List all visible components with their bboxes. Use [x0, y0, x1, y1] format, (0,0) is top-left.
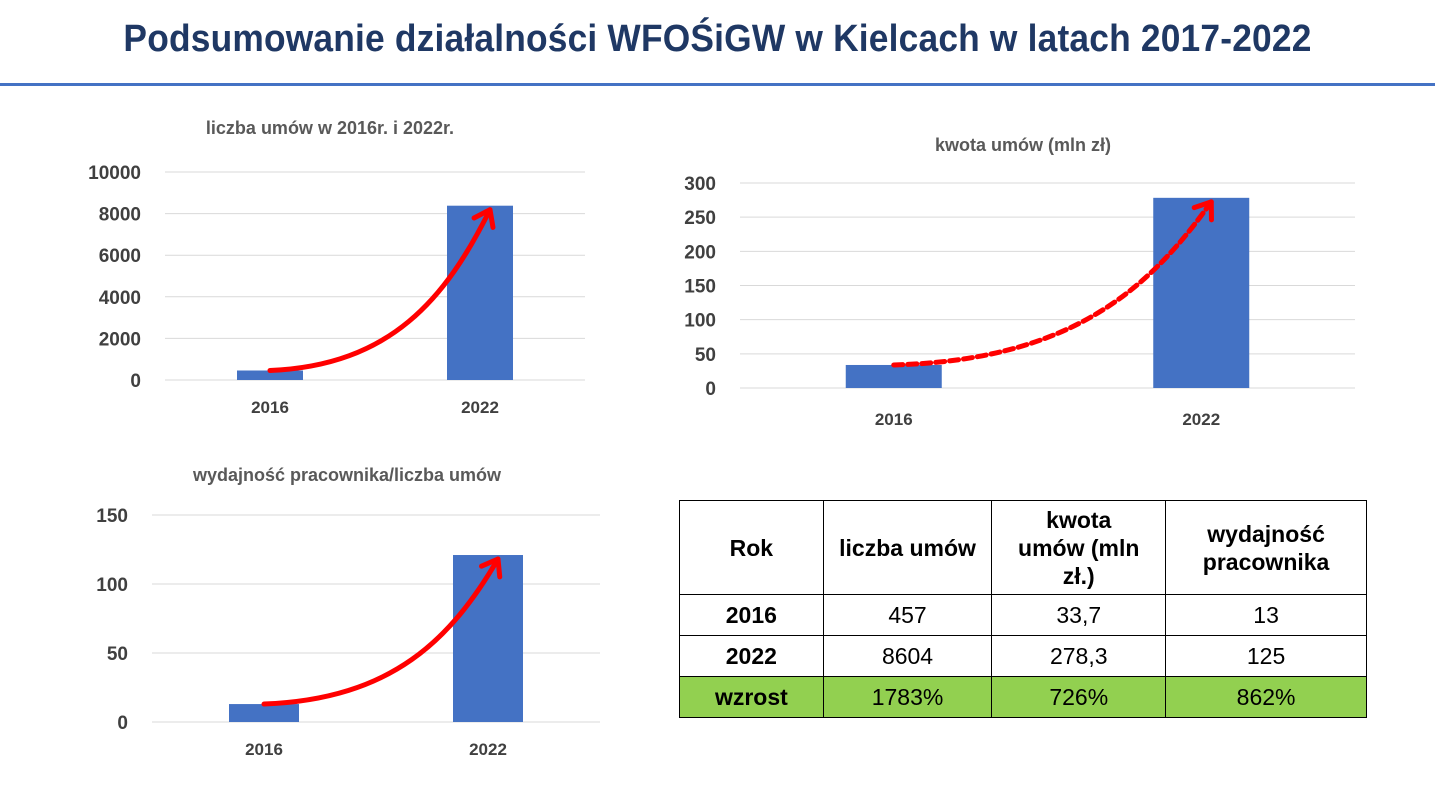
y-tick-label: 250: [684, 208, 716, 229]
table-header-cell: kwota umów (mln zł.): [991, 500, 1167, 595]
table-header-cell: liczba umów: [822, 500, 993, 595]
y-tick-label: 0: [130, 371, 141, 392]
y-tick-label: 150: [96, 506, 128, 527]
bar-2016: [229, 704, 299, 722]
table-cell-growth-label: wzrost: [679, 676, 824, 718]
trend-arrow: [891, 199, 1214, 368]
table-cell: 8604: [822, 635, 993, 677]
table-row: 2016 457 33,7 13: [679, 594, 1367, 636]
page-title: Podsumowanie działalności WFOŚiGW w Kiel…: [123, 18, 1312, 60]
table-cell: 1783%: [822, 676, 993, 718]
trend-arrow: [261, 556, 501, 707]
bar-2022: [453, 555, 523, 722]
y-tick-label: 200: [684, 242, 716, 263]
bar-2016: [845, 364, 942, 388]
bar-2022: [447, 205, 513, 380]
chart-liczba-umow: liczba umów w 2016r. i 2022r. 0 2000 4000 60…: [88, 118, 585, 417]
x-category-label: 2022: [1182, 410, 1220, 429]
y-tick-label: 100: [96, 575, 128, 596]
title-bar: Podsumowanie działalności WFOŚiGW w Kiel…: [0, 0, 1435, 86]
chart-title: kwota umów (mln zł): [935, 135, 1111, 155]
y-tick-label: 0: [705, 379, 716, 400]
chart-kwota-umow: kwota umów (mln zł) 0 50 100 150 200 250 300 201…: [684, 135, 1355, 429]
trend-arrowhead: [471, 207, 496, 230]
y-tick-label: 300: [684, 174, 716, 195]
x-category-label: 2022: [461, 398, 499, 417]
table-cell: 862%: [1165, 676, 1367, 718]
y-tick-label: 50: [695, 345, 716, 366]
chart-wydajnosc: wydajność pracownika/liczba umów 0 50 100 15…: [96, 465, 600, 759]
bar-2016: [237, 370, 303, 380]
trend-arrowhead: [479, 556, 503, 580]
y-tick-label: 10000: [88, 163, 141, 184]
table-cell: 278,3: [991, 635, 1167, 677]
y-tick-label: 4000: [99, 288, 141, 309]
x-category-label: 2016: [245, 740, 283, 759]
x-category-label: 2016: [251, 398, 289, 417]
table-cell: 125: [1165, 635, 1367, 677]
y-tick-label: 150: [684, 277, 716, 298]
summary-table: Rok liczba umów kwota umów (mln zł.) wyd…: [679, 500, 1367, 718]
chart-title: wydajność pracownika/liczba umów: [192, 465, 502, 485]
table-header-text: kwota umów (mln zł.): [1018, 506, 1140, 589]
table-row-growth: wzrost 1783% 726% 862%: [679, 676, 1367, 718]
trend-arrowhead: [1191, 199, 1214, 223]
table-header-cell: wydajność pracownika: [1165, 500, 1367, 595]
table-cell: 33,7: [991, 594, 1167, 636]
bar-2022: [1153, 197, 1250, 388]
x-category-label: 2022: [469, 740, 507, 759]
chart-title: liczba umów w 2016r. i 2022r.: [206, 118, 454, 138]
table-cell-year: 2022: [679, 635, 824, 677]
table-cell: 457: [822, 594, 993, 636]
table-cell-year: 2016: [679, 594, 824, 636]
y-tick-label: 8000: [99, 205, 141, 226]
y-tick-label: 100: [684, 311, 716, 332]
x-category-label: 2016: [875, 410, 913, 429]
table-cell: 726%: [991, 676, 1167, 718]
y-tick-label: 50: [107, 644, 128, 665]
trend-arrow: [267, 207, 493, 373]
table-cell: 13: [1165, 594, 1367, 636]
y-tick-label: 2000: [99, 329, 141, 350]
table-row: 2022 8604 278,3 125: [679, 635, 1367, 677]
table-header-row: Rok liczba umów kwota umów (mln zł.) wyd…: [679, 500, 1367, 595]
y-tick-label: 6000: [99, 246, 141, 267]
table-header-cell: Rok: [679, 500, 824, 595]
table-header-text: wydajność pracownika: [1202, 520, 1330, 575]
y-tick-label: 0: [117, 713, 128, 734]
